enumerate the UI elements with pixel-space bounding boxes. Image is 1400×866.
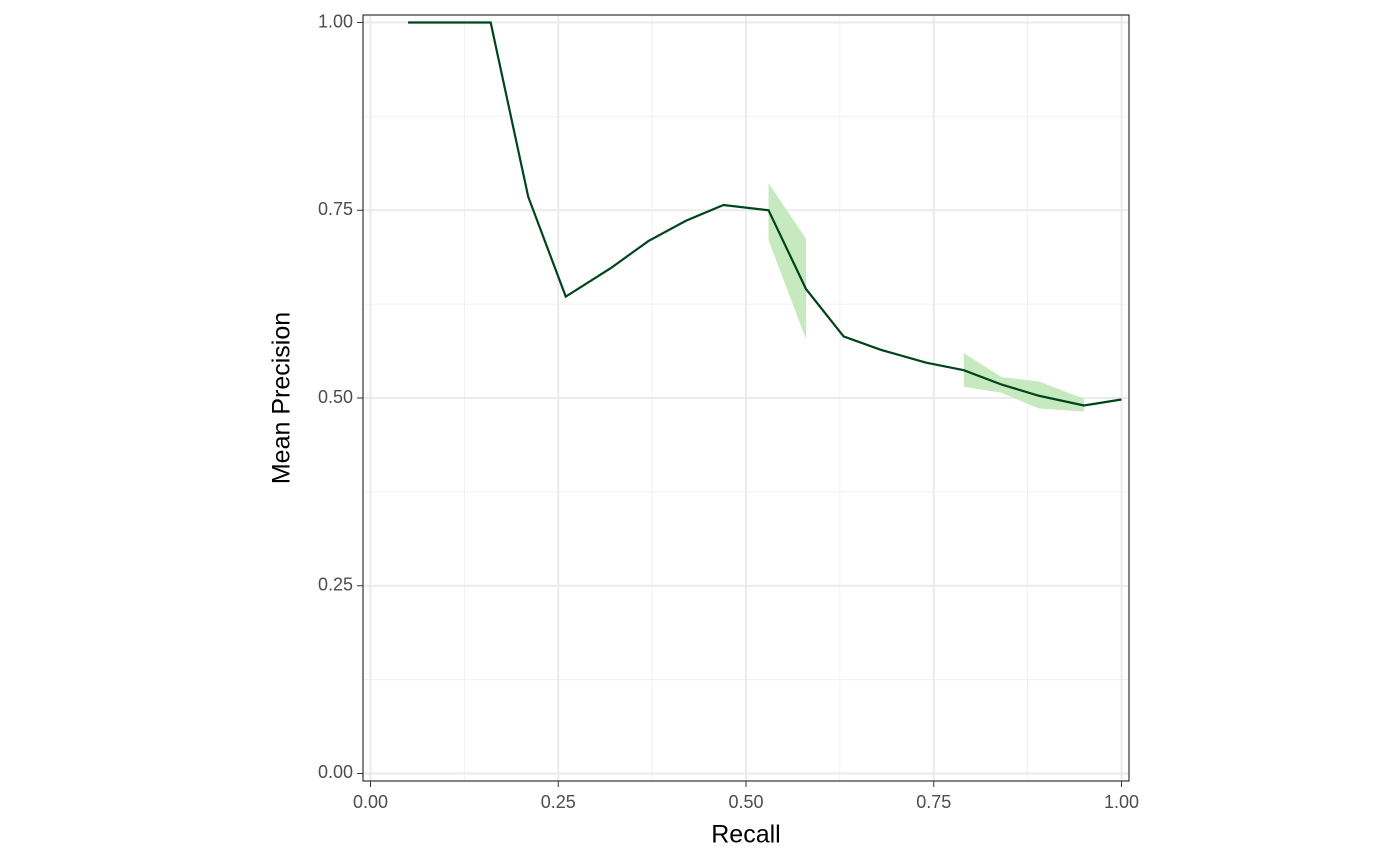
x-axis-title: Recall <box>711 821 780 849</box>
x-tick-label: 0.25 <box>541 792 576 812</box>
x-tick-label: 0.00 <box>353 792 388 812</box>
y-axis-title: Mean Precision <box>268 312 296 484</box>
line <box>408 21 1122 407</box>
y-tick-label: 0.50 <box>318 387 353 407</box>
y-tick-label: 0.00 <box>318 762 353 782</box>
confidence-band <box>768 183 807 340</box>
x-tick-label: 0.50 <box>728 792 763 812</box>
panel-border <box>362 14 1130 782</box>
y-tick-label: 1.00 <box>318 11 353 31</box>
confidence-band <box>963 352 1084 412</box>
x-tick-label: 1.00 <box>1104 792 1139 812</box>
x-tick-label: 0.75 <box>916 792 951 812</box>
y-tick-label: 0.75 <box>318 199 353 219</box>
y-tick-label: 0.25 <box>318 574 353 594</box>
